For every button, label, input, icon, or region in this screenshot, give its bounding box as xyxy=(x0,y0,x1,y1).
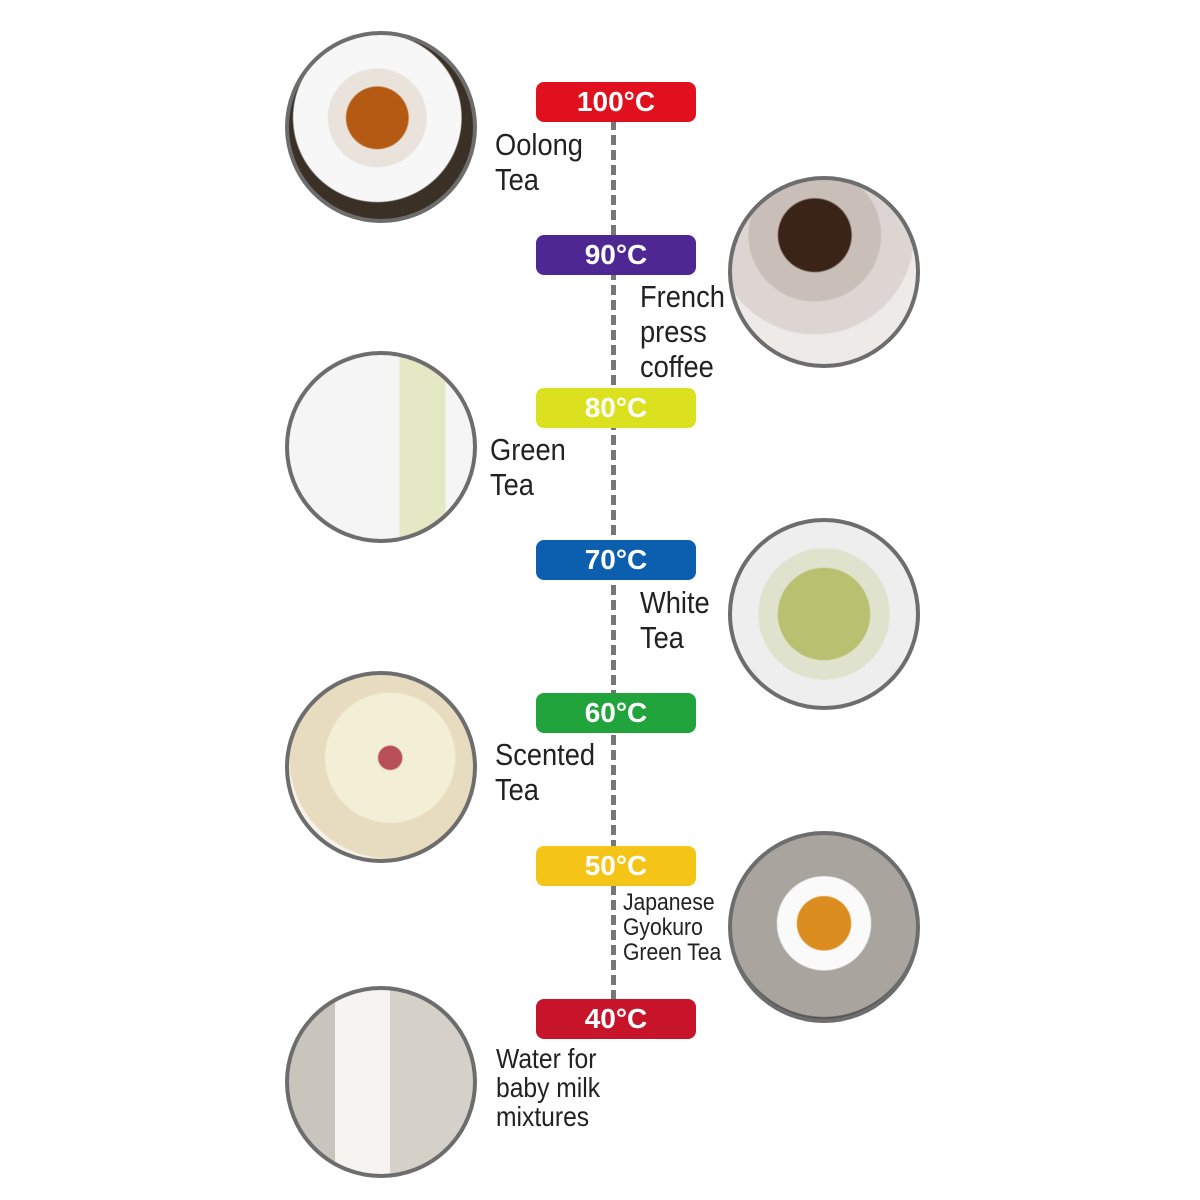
badge-50c: 50°C xyxy=(536,846,696,886)
label-green-tea: Green Tea xyxy=(490,432,566,502)
label-scented-tea: Scented Tea xyxy=(495,737,596,807)
badge-90c: 90°C xyxy=(536,235,696,275)
badge-100c: 100°C xyxy=(536,82,696,122)
label-french-press-coffee: French press coffee xyxy=(640,279,725,384)
baby-bottle-icon xyxy=(285,986,477,1178)
label-oolong-tea: Oolong Tea xyxy=(495,127,583,197)
oolong-tea-cup-icon xyxy=(285,31,477,223)
badge-70c: 70°C xyxy=(536,540,696,580)
label-gyokuro-green-tea: Japanese Gyokuro Green Tea xyxy=(623,889,722,966)
green-tea-glass-icon xyxy=(285,351,477,543)
coffee-cup-icon xyxy=(728,176,920,368)
badge-40c: 40°C xyxy=(536,999,696,1039)
scented-rose-tea-icon xyxy=(285,671,477,863)
badge-60c: 60°C xyxy=(536,693,696,733)
label-white-tea: White Tea xyxy=(640,585,710,655)
gyokuro-tea-cup-icon xyxy=(728,831,920,1023)
white-tea-glass-icon xyxy=(728,518,920,710)
label-baby-milk-water: Water for baby milk mixtures xyxy=(496,1043,601,1132)
badge-80c: 80°C xyxy=(536,388,696,428)
